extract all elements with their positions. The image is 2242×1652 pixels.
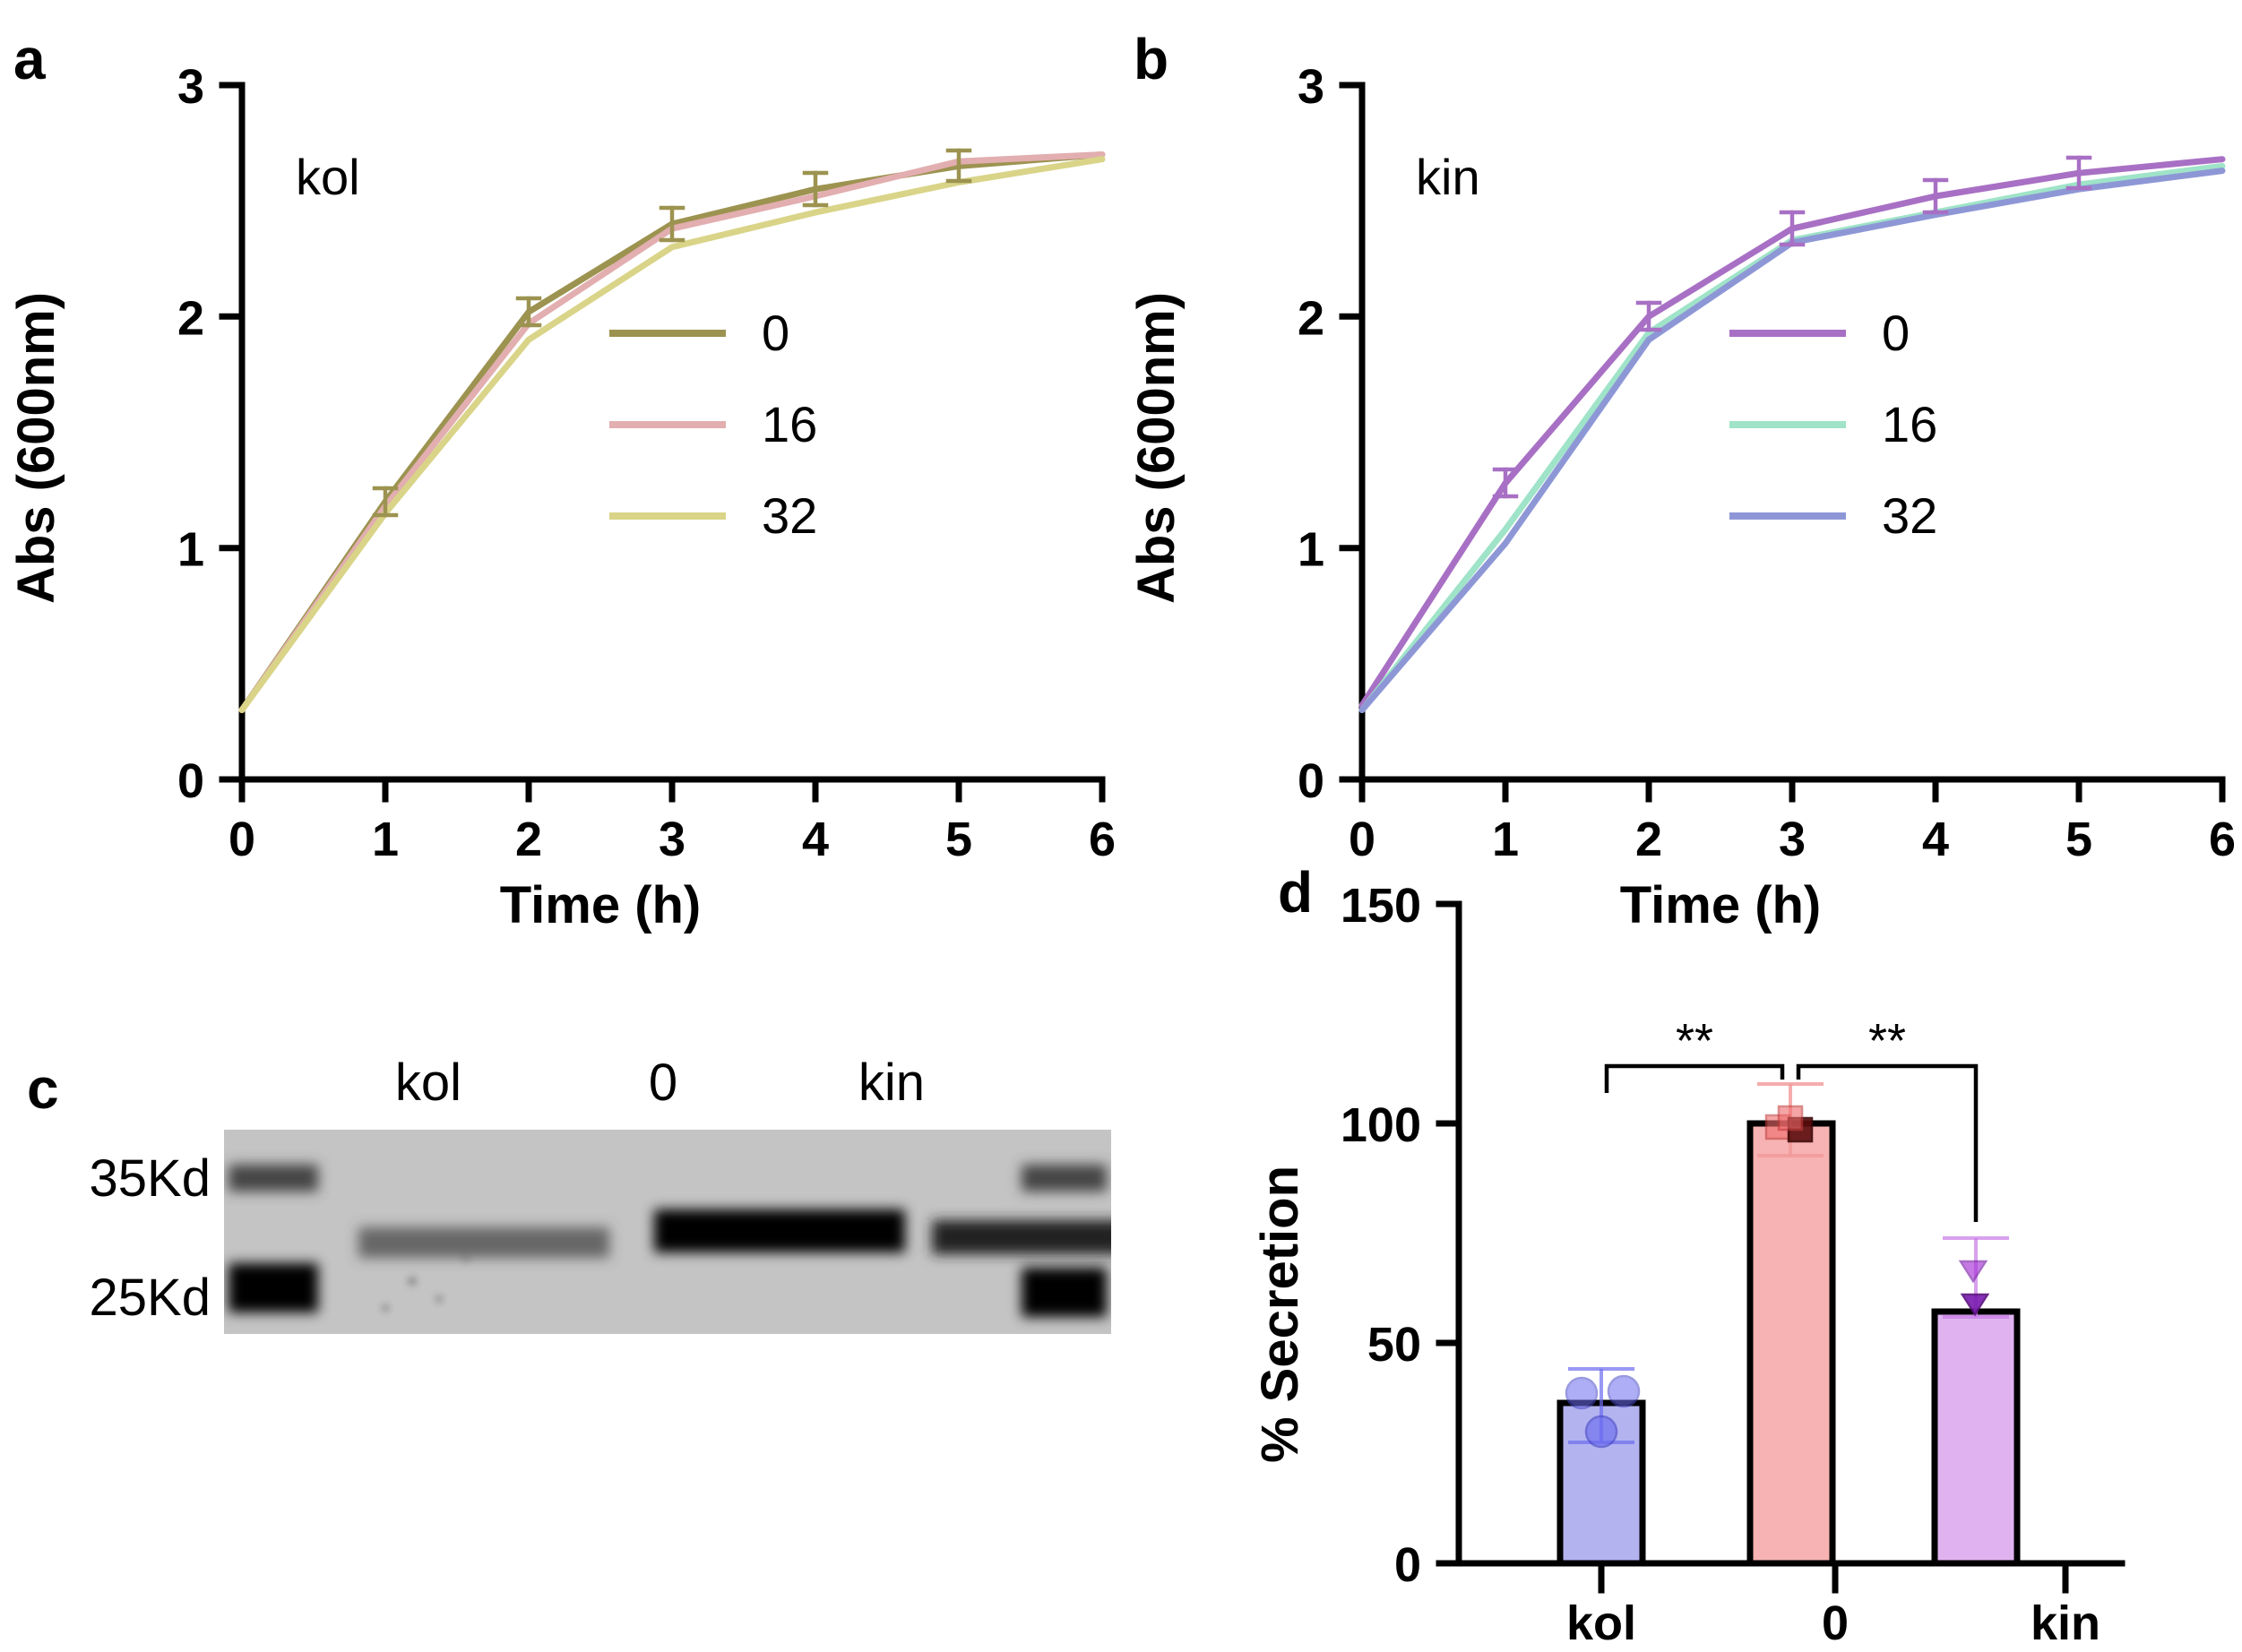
svg-text:50: 50	[1367, 1318, 1421, 1372]
svg-text:25Kd: 25Kd	[90, 1269, 211, 1327]
svg-text:0: 0	[762, 305, 789, 361]
svg-text:0: 0	[1394, 1538, 1421, 1592]
svg-text:3: 3	[1298, 60, 1324, 114]
svg-text:**: **	[1676, 1014, 1713, 1068]
svg-text:0: 0	[1822, 1596, 1849, 1650]
svg-text:3: 3	[177, 60, 204, 114]
svg-text:0: 0	[1298, 754, 1324, 808]
svg-text:kin: kin	[858, 1054, 925, 1112]
svg-text:2: 2	[177, 291, 204, 345]
svg-text:kol: kol	[395, 1054, 461, 1112]
svg-text:35Kd: 35Kd	[90, 1149, 211, 1208]
svg-text:16: 16	[1882, 396, 1937, 452]
svg-text:kol: kol	[1566, 1596, 1636, 1650]
svg-text:kin: kin	[1416, 149, 1480, 205]
svg-text:b: b	[1134, 27, 1168, 91]
svg-text:16: 16	[762, 396, 817, 452]
svg-text:**: **	[1868, 1014, 1906, 1068]
svg-text:1: 1	[177, 523, 204, 577]
svg-text:0: 0	[649, 1054, 677, 1112]
svg-text:150: 150	[1341, 879, 1421, 933]
svg-text:a: a	[13, 27, 46, 91]
svg-text:d: d	[1278, 860, 1313, 925]
svg-text:32: 32	[762, 487, 817, 544]
svg-text:kin: kin	[2031, 1596, 2100, 1650]
svg-text:Abs (600nm): Abs (600nm)	[1127, 292, 1186, 604]
svg-text:0: 0	[1882, 305, 1910, 361]
svg-text:1: 1	[1298, 523, 1324, 577]
svg-text:Abs (600nm): Abs (600nm)	[7, 292, 65, 604]
svg-text:100: 100	[1341, 1098, 1421, 1152]
svg-text:2: 2	[1298, 291, 1324, 345]
svg-text:32: 32	[1882, 487, 1937, 544]
svg-text:c: c	[27, 1056, 59, 1121]
svg-text:% Secretion: % Secretion	[1251, 1166, 1309, 1463]
svg-text:kol: kol	[296, 149, 360, 205]
svg-text:0: 0	[177, 754, 204, 808]
